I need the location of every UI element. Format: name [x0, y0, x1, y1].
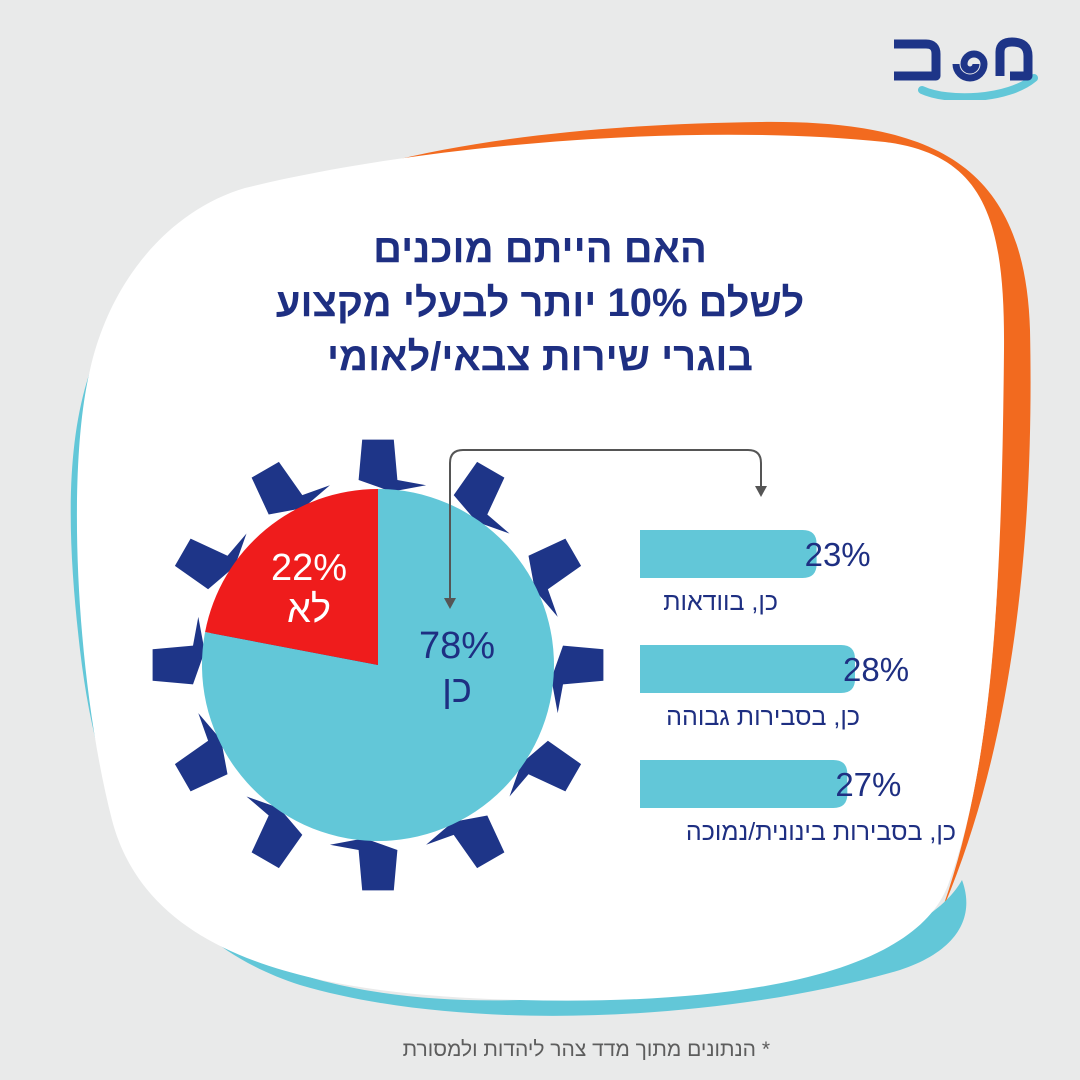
connector-arrowhead-pie — [444, 598, 456, 609]
brand-logo — [894, 37, 1038, 100]
logo-swoosh — [918, 74, 1038, 100]
connector-line — [449, 449, 762, 605]
bar-category-label-3: כן, בסבירות בינונית/נמוכה — [686, 818, 956, 846]
logo-letter-bet — [894, 39, 941, 81]
logo-letter-mem — [995, 37, 1033, 81]
bar-2 — [640, 645, 855, 693]
page-title: האם הייתם מוכנים לשלם 10% יותר לבעלי מקצ… — [160, 222, 920, 384]
bar-category-label-1: כן, בוודאות — [663, 588, 778, 616]
bar-1 — [640, 530, 817, 578]
title-line-2: לשלם 10% יותר לבעלי מקצוע — [275, 281, 805, 325]
bar-value-label-2: 28% — [843, 651, 909, 688]
bar-3 — [640, 760, 848, 808]
bar-category-label-2: כן, בסבירות גבוהה — [666, 703, 860, 731]
pie-label-no-value: 22% — [271, 547, 347, 589]
logo-spiral — [952, 50, 988, 82]
bar-value-label-3: 27% — [835, 766, 901, 803]
pie-label-yes-value: 78% — [419, 625, 495, 667]
title-line-1: האם הייתם מוכנים — [373, 227, 707, 271]
bar-value-label-1: 23% — [805, 536, 871, 573]
source-footnote: * הנתונים מתוך מדד צהר ליהדות ולמסורת — [402, 1038, 770, 1061]
pie-slice-no — [205, 489, 378, 665]
connector-arrowhead-bars — [755, 486, 767, 497]
pie-label-no: לא — [287, 589, 331, 631]
pie-slice-yes — [201, 489, 554, 842]
title-line-3: בוגרי שירות צבאי/לאומי — [326, 335, 754, 379]
pie-label-yes: כן — [442, 669, 472, 711]
